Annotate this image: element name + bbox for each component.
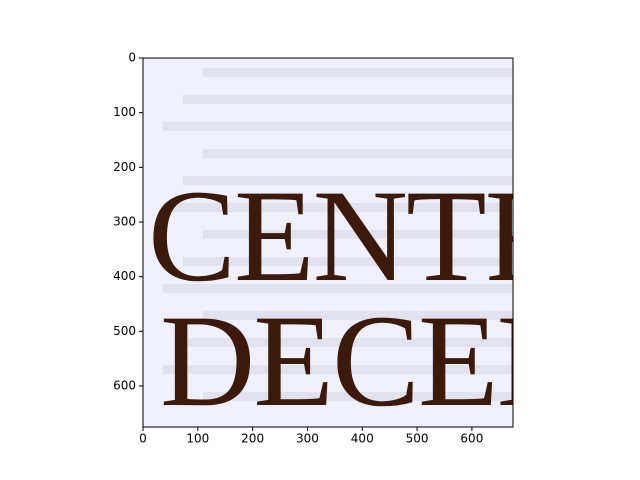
x-tick-label: 300 [296,432,319,446]
y-tick-label: 200 [113,160,136,174]
x-tick-label: 200 [241,432,264,446]
x-tick-label: 0 [139,432,147,446]
faint-text-line [163,284,513,293]
faint-text-line [183,338,513,347]
y-tick-label: 300 [113,215,136,229]
faint-text-line [203,311,513,320]
x-tick-label: 500 [406,432,429,446]
x-tick-label: 400 [351,432,374,446]
faint-text-line [183,176,513,185]
faint-text-line [163,122,513,131]
faint-text-line [183,95,513,104]
image-word: CENTRA [148,162,640,309]
faint-text-line [183,257,513,266]
y-tick-label: 400 [113,269,136,283]
image-word: DECEN [160,287,590,434]
x-tick-label: 100 [186,432,209,446]
faint-text-line [163,365,513,374]
y-tick-label: 0 [128,51,136,65]
faint-text-line [163,203,513,212]
faint-text-line [203,68,513,77]
x-tick-label: 600 [460,432,483,446]
axes-frame [142,57,514,428]
y-tick-label: 500 [113,324,136,338]
y-tick-label: 600 [113,379,136,393]
faint-text-line [203,149,513,158]
faint-text-line [203,230,513,239]
y-tick-label: 100 [113,105,136,119]
faint-text-line [203,392,513,401]
